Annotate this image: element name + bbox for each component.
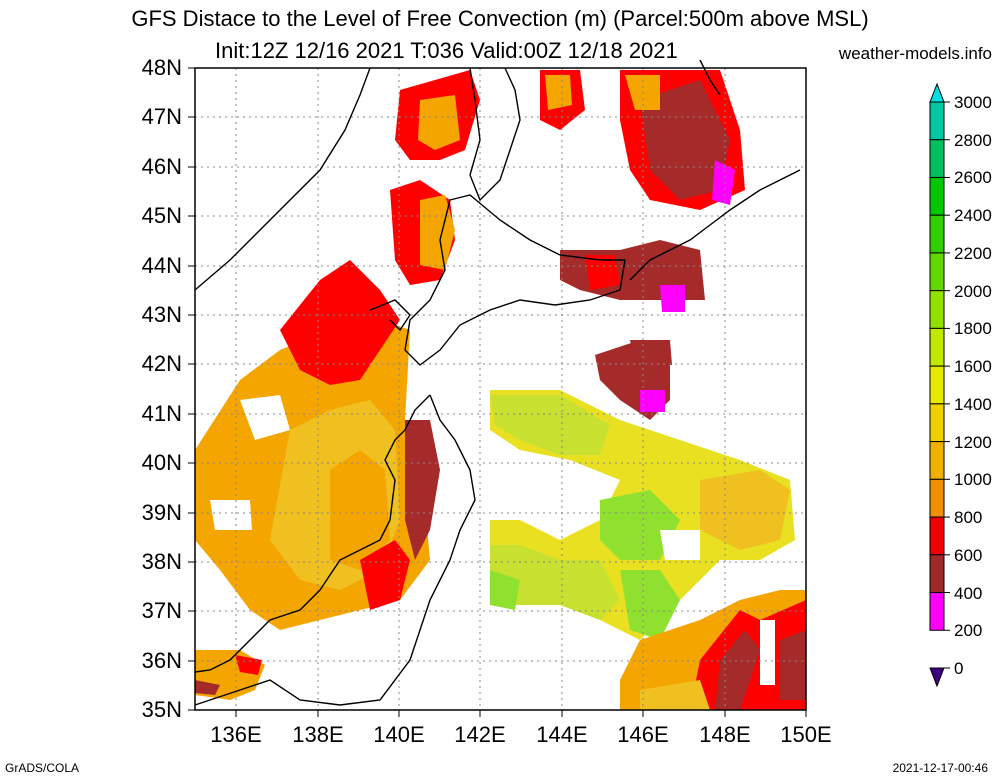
lon-label-146e: 146E [617, 722, 669, 747]
colorbar-segment [929, 252, 945, 292]
colorbar-label: 3000 [954, 93, 992, 112]
colorbar-segment [929, 290, 945, 329]
coastlines [194, 59, 801, 706]
colorbar-label: 1400 [954, 394, 992, 414]
map-title: GFS Distace to the Level of Free Convect… [131, 6, 869, 31]
colorbar-segment [929, 101, 945, 141]
lat-label-41n: 41N [141, 401, 182, 426]
footer-right: 2021-12-17-00:46 [892, 761, 988, 775]
lat-label-42n: 42N [141, 351, 182, 376]
colorbar-label: 2000 [954, 281, 992, 301]
map-plot [188, 59, 807, 717]
colorbar-label: 2600 [954, 168, 992, 188]
colorbar-segment [929, 516, 945, 556]
colorbar-label: 1200 [954, 432, 992, 452]
lat-label-37n: 37N [141, 598, 182, 623]
colorbar-label: 0 [954, 659, 964, 678]
axis-ticks [188, 67, 807, 717]
colorbar-bottom-arrow [929, 667, 945, 688]
colorbar-segment [929, 214, 945, 254]
lat-label-39n: 39N [141, 500, 182, 525]
colorbar-segment [929, 441, 945, 480]
footer-left: GrADS/COLA [5, 761, 80, 775]
colorbar-segment [929, 139, 945, 178]
colorbar-segment [929, 365, 945, 405]
lon-label-148e: 148E [699, 722, 751, 747]
colorbar-top-arrow [929, 82, 945, 103]
colorbar [929, 82, 950, 688]
lon-label-140e: 140E [373, 722, 425, 747]
colorbar-label: 1000 [954, 470, 992, 490]
lat-label-40n: 40N [141, 450, 182, 475]
site-credit: weather-models.info [838, 44, 992, 63]
lon-label-138e: 138E [292, 722, 344, 747]
colorbar-segment [929, 327, 945, 367]
lat-label-46n: 46N [141, 154, 182, 179]
colorbar-label: 400 [954, 583, 983, 603]
lon-label-144e: 144E [536, 722, 588, 747]
colorbar-label: 800 [954, 508, 983, 528]
lat-label-38n: 38N [141, 549, 182, 574]
lat-label-43n: 43N [141, 302, 182, 327]
colorbar-label: 600 [954, 545, 983, 565]
colorbar-segment [929, 176, 945, 216]
colorbar-label: 2200 [954, 243, 992, 263]
colorbar-segment [929, 554, 945, 594]
lat-label-45n: 45N [141, 203, 182, 228]
lat-label-35n: 35N [141, 697, 182, 722]
lon-label-142e: 142E [454, 722, 506, 747]
lat-label-36n: 36N [141, 648, 182, 673]
colorbar-label: 200 [954, 621, 983, 641]
colorbar-segment [929, 403, 945, 443]
map-frame [194, 67, 807, 711]
lon-label-150e: 150E [780, 722, 832, 747]
map-grid [195, 68, 806, 710]
map-subtitle: Init:12Z 12/16 2021 T:036 Valid:00Z 12/1… [215, 38, 678, 63]
colorbar-label: 2400 [954, 206, 992, 226]
lat-label-47n: 47N [141, 104, 182, 129]
lfc-field [195, 70, 806, 710]
colorbar-label: 2800 [954, 130, 992, 150]
colorbar-segment [929, 592, 945, 631]
lat-label-48n: 48N [141, 55, 182, 80]
colorbar-segment [929, 478, 945, 518]
colorbar-label: 1600 [954, 357, 992, 377]
colorbar-label: 1800 [954, 319, 992, 339]
lat-label-44n: 44N [141, 253, 182, 278]
lon-label-136e: 136E [210, 722, 262, 747]
